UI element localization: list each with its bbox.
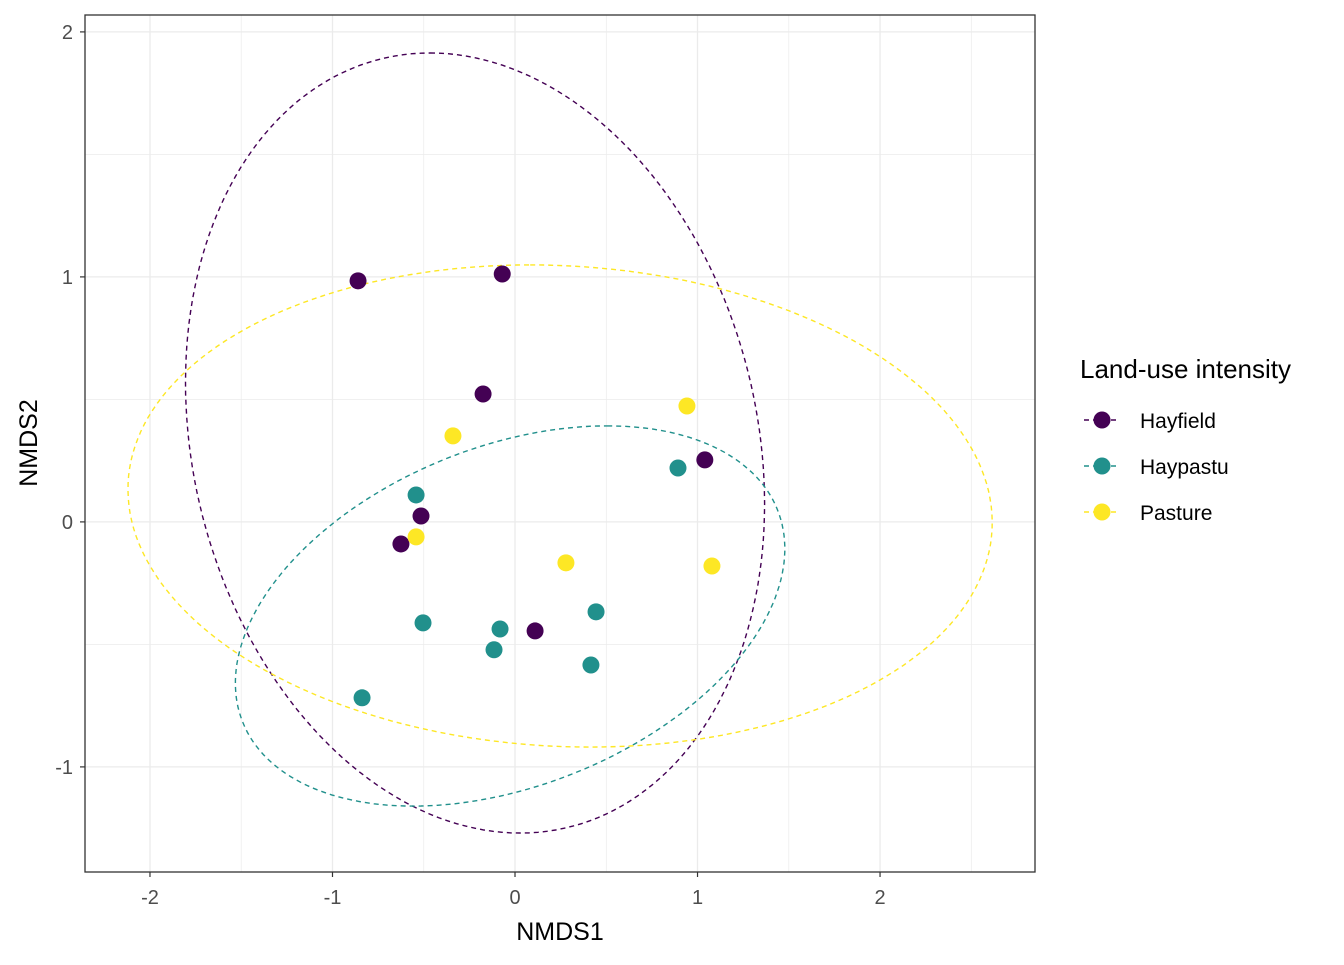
legend-key-point (1093, 411, 1111, 429)
point-hayfield (412, 507, 430, 525)
legend: Land-use intensity Hayfield Haypastu Pastu… (1080, 354, 1291, 525)
y-tick-label: 1 (62, 267, 73, 289)
point-pasture (557, 554, 575, 572)
point-hayfield (526, 622, 544, 640)
point-hayfield (349, 272, 367, 290)
y-tick-label: 2 (62, 22, 73, 44)
point-haypastu (582, 656, 600, 674)
ellipse-haypastu (234, 425, 786, 807)
point-hayfield (392, 535, 410, 553)
x-tick-label: 1 (692, 887, 703, 909)
y-tick-label: -1 (55, 757, 73, 779)
point-haypastu (669, 459, 687, 477)
points (349, 265, 721, 707)
point-hayfield (696, 451, 714, 469)
legend-key-point (1093, 457, 1111, 475)
point-pasture (703, 557, 721, 575)
ellipse-hayfield (184, 52, 766, 834)
point-pasture (407, 528, 425, 546)
y-axis: -1 0 1 2 (55, 22, 85, 779)
x-axis-label: NMDS1 (516, 918, 604, 946)
legend-label: Hayfield (1140, 410, 1216, 433)
legend-key-point (1093, 503, 1111, 521)
point-haypastu (414, 614, 432, 632)
y-tick-label: 0 (62, 512, 73, 534)
x-tick-label: 2 (874, 887, 885, 909)
point-haypastu (587, 603, 605, 621)
point-hayfield (493, 265, 511, 283)
panel-border (84, 14, 1036, 873)
ellipses (127, 52, 993, 834)
point-haypastu (407, 486, 425, 504)
legend-label: Haypastu (1140, 456, 1229, 479)
point-pasture (678, 397, 696, 415)
point-haypastu (491, 620, 509, 638)
grid (85, 15, 1035, 872)
point-hayfield (474, 385, 492, 403)
point-haypastu (485, 641, 503, 659)
x-axis: -2 -1 0 1 2 (141, 872, 886, 909)
y-axis-label: NMDS2 (15, 399, 43, 487)
x-tick-label: 0 (509, 887, 520, 909)
point-pasture (444, 427, 462, 445)
point-haypastu (353, 689, 371, 707)
legend-title: Land-use intensity (1080, 354, 1291, 384)
legend-label: Pasture (1140, 502, 1212, 525)
x-tick-label: -2 (141, 887, 159, 909)
x-tick-label: -1 (324, 887, 342, 909)
ellipse-pasture (127, 264, 993, 748)
